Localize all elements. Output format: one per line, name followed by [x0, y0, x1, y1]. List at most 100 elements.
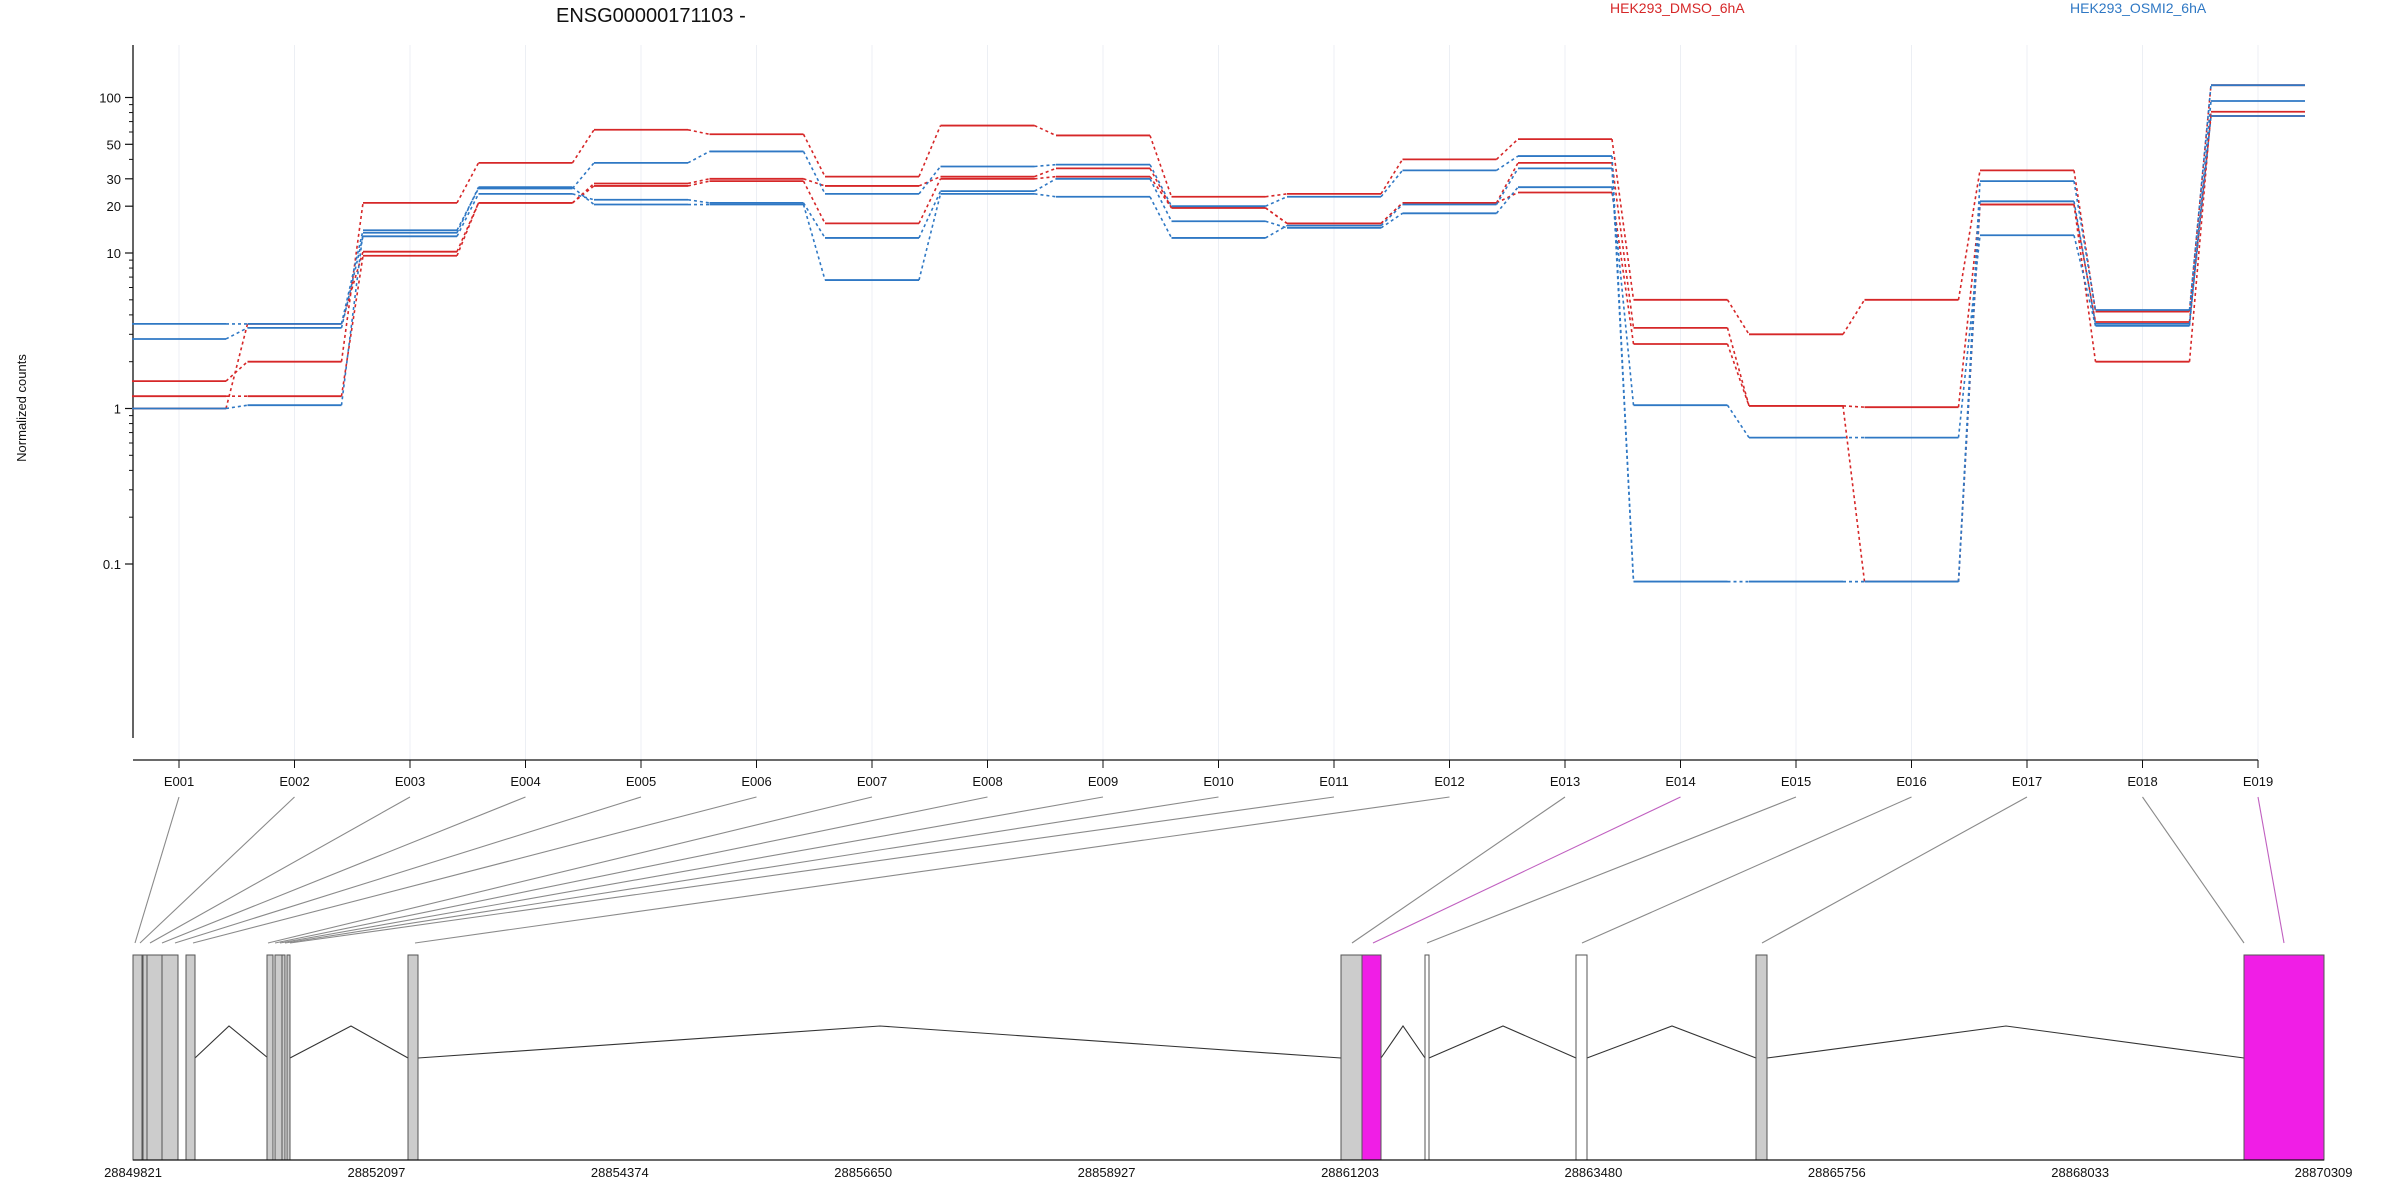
x-tick-label: E015	[1781, 774, 1811, 789]
x-tick-label: E005	[626, 774, 656, 789]
series-connector	[804, 205, 826, 281]
exon-connector	[290, 797, 1334, 943]
x-tick-label: E010	[1203, 774, 1233, 789]
series-connector	[226, 405, 248, 408]
exon-connector	[275, 797, 988, 943]
exon-block	[133, 955, 142, 1160]
series-connector	[919, 179, 941, 224]
series-connector	[1266, 194, 1288, 197]
exon-block	[1425, 955, 1429, 1160]
y-tick-label: 20	[107, 199, 121, 214]
series-connector	[573, 183, 595, 202]
exon-connector	[150, 797, 410, 943]
series-connector	[688, 181, 710, 186]
series-connector	[1843, 406, 1865, 407]
coordinate-tick-label: 28861203	[1321, 1165, 1379, 1180]
series-connector	[804, 179, 826, 186]
exon-connector	[193, 797, 757, 943]
series-connector	[1612, 192, 1634, 343]
series-connector	[1959, 170, 1981, 299]
x-tick-label: E007	[857, 774, 887, 789]
series-connector	[1843, 300, 1865, 334]
series-connector	[1381, 205, 1403, 226]
x-axis: E001 E002 E003 E004 E005 E006 E007 E008 E009 E010…	[133, 760, 2273, 789]
y-tick-label: 10	[107, 246, 121, 261]
series-connector	[1035, 194, 1057, 197]
coordinate-tick-label: 28858927	[1078, 1165, 1136, 1180]
series-connector	[688, 200, 710, 203]
series-connector	[1843, 406, 1865, 582]
y-tick-label: 50	[107, 137, 121, 152]
x-tick-label: E003	[395, 774, 425, 789]
series-connector	[457, 194, 479, 236]
exon-block	[186, 955, 195, 1160]
exon-connector	[280, 797, 1103, 943]
exon-connector	[135, 797, 179, 943]
legend-entry-osmi2: HEK293_OSMI2_6hA	[2070, 0, 2207, 16]
series-connector	[1150, 135, 1172, 196]
intron-line	[1767, 1026, 2244, 1058]
coordinate-tick-label: 28865756	[1808, 1165, 1866, 1180]
exon-block-highlighted	[1362, 955, 1381, 1160]
series-connector	[1497, 187, 1519, 213]
series-connector	[573, 186, 595, 203]
coordinate-tick-label: 28856650	[834, 1165, 892, 1180]
series-connector	[457, 163, 479, 203]
series-connector	[1959, 235, 1981, 437]
coordinate-tick-label: 28868033	[2051, 1165, 2109, 1180]
series-connector	[804, 134, 826, 176]
genomic-coordinate-axis: 28849821 28852097 28854374 28856650 28858927…	[104, 1160, 2352, 1180]
x-tick-label: E017	[2012, 774, 2042, 789]
exon-connector	[1582, 797, 1912, 943]
series-connector	[1035, 168, 1057, 176]
intron-line	[195, 1026, 268, 1058]
exon-connector	[1427, 797, 1796, 943]
exon-block	[275, 955, 282, 1160]
series-connector	[688, 151, 710, 162]
series-connector	[1728, 300, 1750, 334]
coordinate-tick-label: 28863480	[1564, 1165, 1622, 1180]
y-axis: 0.1 1 10 20 30 50 100	[99, 45, 133, 738]
series-connector	[1150, 179, 1172, 221]
series-connector	[1497, 139, 1519, 159]
intron-line	[418, 1026, 1341, 1058]
series-connector	[226, 362, 248, 381]
exon-block	[143, 955, 147, 1160]
coordinate-tick-label: 28852097	[347, 1165, 405, 1180]
coordinate-tick-label: 28849821	[104, 1165, 162, 1180]
vertical-gridlines	[179, 45, 2258, 760]
series-connector	[919, 194, 941, 280]
series-connector	[804, 203, 826, 238]
x-tick-label: E014	[1665, 774, 1695, 789]
series-connector	[573, 163, 595, 189]
y-axis-label: Normalized counts	[14, 354, 29, 462]
exon-block	[162, 955, 178, 1160]
series-connector	[1497, 156, 1519, 170]
exon-block	[287, 955, 290, 1160]
series-connector	[573, 187, 595, 204]
series-connector	[1035, 126, 1057, 136]
series-connector	[1035, 177, 1057, 179]
x-tick-label: E013	[1550, 774, 1580, 789]
exon-connector	[2143, 797, 2245, 943]
series-connector	[1381, 170, 1403, 196]
chart-title: ENSG00000171103 -	[556, 5, 746, 27]
x-tick-label: E016	[1896, 774, 1926, 789]
y-tick-label: 100	[99, 91, 121, 106]
exon-connector-lines	[135, 797, 2284, 943]
x-tick-label: E006	[741, 774, 771, 789]
exon-block	[282, 955, 285, 1160]
series-connector	[1266, 221, 1288, 228]
series-connector	[573, 130, 595, 163]
exon-block	[267, 955, 273, 1160]
series-connector	[688, 130, 710, 135]
exon-connector	[2258, 797, 2284, 943]
x-tick-label: E009	[1088, 774, 1118, 789]
x-tick-label: E011	[1319, 774, 1348, 789]
exon-connector	[1762, 797, 2027, 943]
series-connector	[919, 126, 941, 177]
intron-line	[1429, 1026, 1576, 1058]
y-tick-label: 0.1	[103, 557, 121, 572]
gene-model	[133, 955, 2324, 1160]
